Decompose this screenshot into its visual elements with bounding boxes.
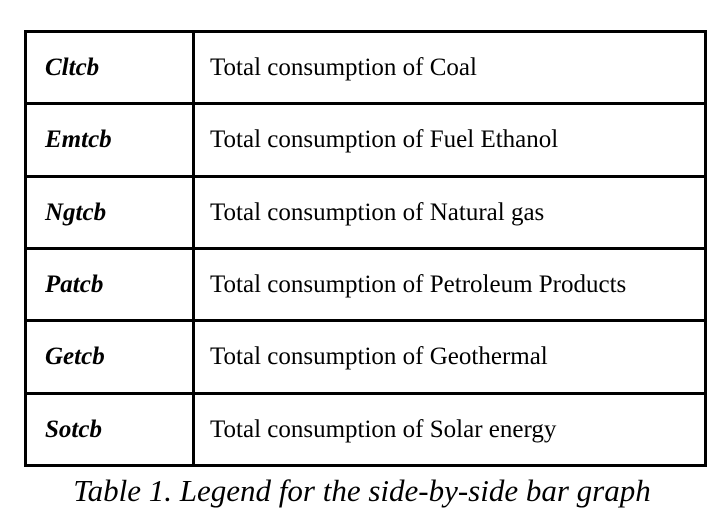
table-row: Getcb Total consumption of Geothermal bbox=[24, 319, 707, 395]
table-row: Patcb Total consumption of Petroleum Pro… bbox=[24, 246, 707, 323]
row-code: Cltcb bbox=[24, 29, 195, 106]
table-row: Emtcb Total consumption of Fuel Ethanol bbox=[24, 102, 707, 178]
table-caption: Table 1. Legend for the side-by-side bar… bbox=[73, 473, 651, 508]
row-description: Total consumption of Geothermal bbox=[192, 319, 707, 395]
legend-table: Cltcb Total consumption of Coal Emtcb To… bbox=[24, 29, 707, 468]
row-description: Total consumption of Fuel Ethanol bbox=[192, 102, 707, 178]
row-code: Sotcb bbox=[24, 391, 195, 468]
row-code: Patcb bbox=[24, 246, 195, 323]
row-description: Total consumption of Petroleum Products bbox=[192, 246, 707, 323]
row-description: Total consumption of Coal bbox=[192, 29, 707, 106]
table-row: Cltcb Total consumption of Coal bbox=[24, 29, 707, 106]
row-code: Getcb bbox=[24, 319, 195, 395]
row-code: Ngtcb bbox=[24, 174, 195, 250]
row-code: Emtcb bbox=[24, 102, 195, 178]
row-description: Total consumption of Natural gas bbox=[192, 174, 707, 250]
table-row: Sotcb Total consumption of Solar energy bbox=[24, 391, 707, 468]
row-description: Total consumption of Solar energy bbox=[192, 391, 707, 468]
table-row: Ngtcb Total consumption of Natural gas bbox=[24, 174, 707, 250]
